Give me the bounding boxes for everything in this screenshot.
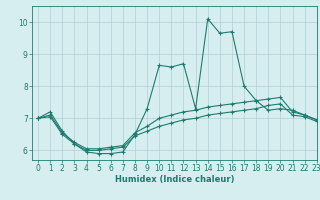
X-axis label: Humidex (Indice chaleur): Humidex (Indice chaleur): [115, 175, 234, 184]
